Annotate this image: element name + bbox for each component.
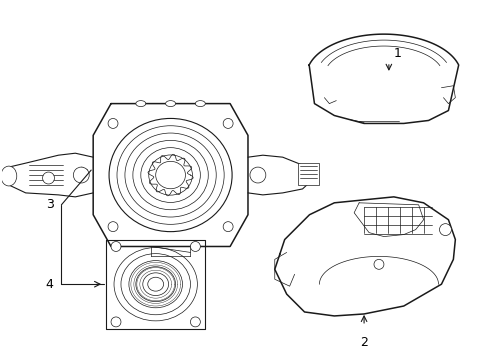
Ellipse shape	[191, 317, 200, 327]
Ellipse shape	[250, 167, 266, 183]
Polygon shape	[93, 104, 248, 247]
Ellipse shape	[440, 224, 451, 235]
Text: 3: 3	[46, 198, 53, 211]
Ellipse shape	[108, 118, 118, 129]
Ellipse shape	[374, 260, 384, 269]
Ellipse shape	[136, 100, 146, 107]
Ellipse shape	[108, 222, 118, 231]
Ellipse shape	[196, 100, 205, 107]
Ellipse shape	[111, 242, 121, 251]
Polygon shape	[4, 153, 93, 197]
Ellipse shape	[1, 166, 17, 186]
Polygon shape	[275, 197, 455, 316]
Ellipse shape	[74, 167, 89, 183]
Text: 1: 1	[394, 48, 402, 60]
Polygon shape	[354, 203, 424, 237]
Ellipse shape	[166, 100, 175, 107]
Ellipse shape	[223, 222, 233, 231]
Polygon shape	[309, 34, 459, 123]
Ellipse shape	[111, 317, 121, 327]
Ellipse shape	[43, 172, 54, 184]
Text: 4: 4	[46, 278, 53, 291]
Ellipse shape	[148, 277, 164, 291]
Bar	[297, 163, 319, 185]
Polygon shape	[106, 239, 205, 329]
Text: 2: 2	[360, 336, 368, 349]
Ellipse shape	[191, 242, 200, 251]
Ellipse shape	[223, 118, 233, 129]
Polygon shape	[248, 155, 316, 195]
